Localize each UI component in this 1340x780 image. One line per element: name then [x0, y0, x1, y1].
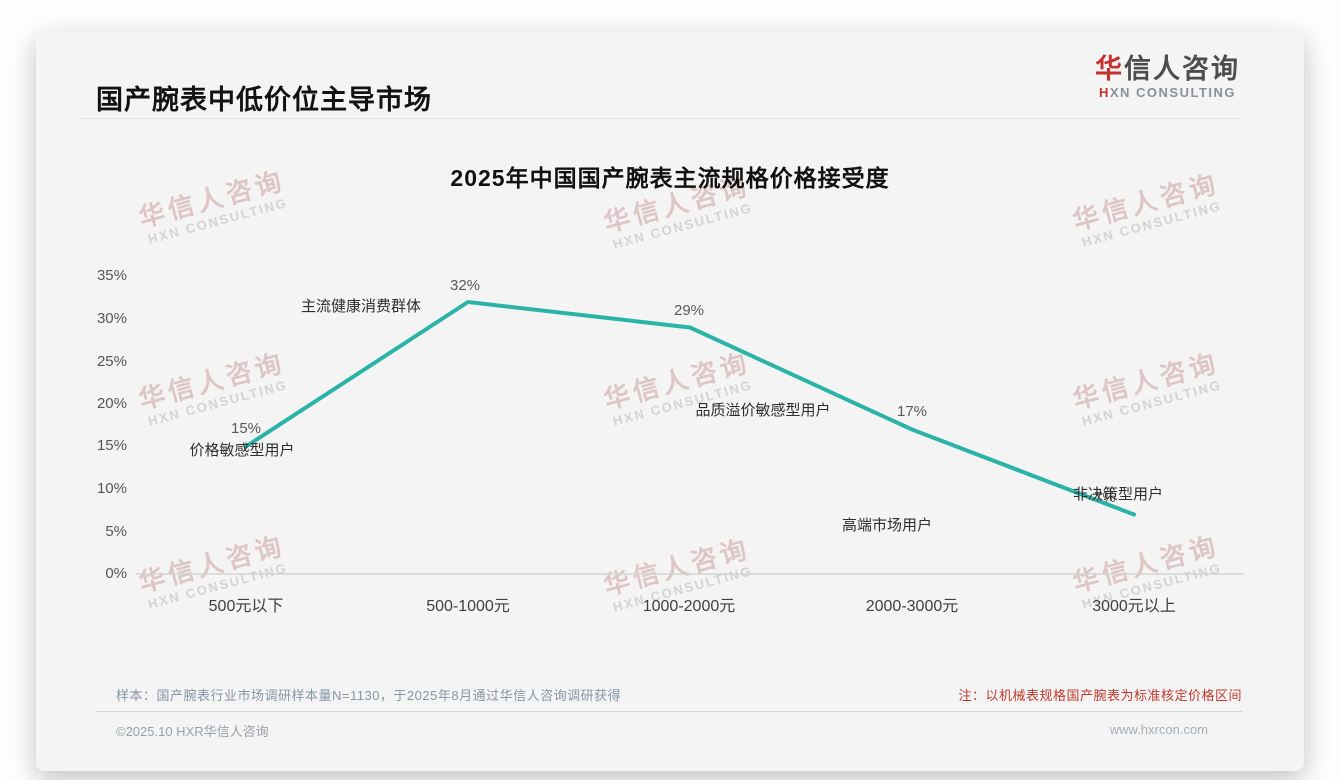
chart-title: 2025年中国国产腕表主流规格价格接受度: [450, 165, 890, 191]
annotation-label: 价格敏感型用户: [189, 442, 295, 459]
y-axis-tick: 10%: [96, 480, 127, 497]
header-divider: [78, 118, 1242, 119]
x-axis-label: 1000-2000元: [642, 598, 736, 615]
data-point-label: 7%: [1094, 489, 1116, 506]
y-axis-tick: 20%: [96, 395, 127, 412]
brand-logo-cn-accent: 华: [1095, 54, 1124, 84]
brand-logo-en: HXN CONSULTING: [1095, 85, 1240, 101]
y-axis-tick: 0%: [105, 565, 127, 582]
watermark-en: HXN CONSULTING: [1080, 197, 1224, 250]
y-axis-tick: 30%: [96, 310, 127, 327]
data-point-label: 29%: [673, 302, 705, 319]
brand-logo-cn-rest: 信人咨询: [1124, 54, 1240, 84]
data-point-label: 32%: [449, 277, 481, 294]
brand-logo-en-rest: XN CONSULTING: [1109, 85, 1237, 101]
annotation-label: 主流健康消费群体: [300, 298, 422, 315]
data-point-label: 17%: [896, 403, 928, 420]
footer-divider: [96, 711, 1242, 712]
y-axis-tick: 25%: [96, 353, 127, 370]
footer-price-note: 注：以机械表规格国产腕表为标准核定价格区间: [958, 688, 1242, 703]
chart-area: 35% 30% 25% 20% 15% 10% 5% 0% 500元以下 500…: [91, 259, 1251, 619]
footer-sample-note: 样本：国产腕表行业市场调研样本量N=1130，于2025年8月通过华信人咨询调研…: [116, 688, 622, 703]
annotation-label: 品质溢价敏感型用户: [695, 402, 831, 419]
slide-card: 华信人咨询 HXN CONSULTING 华信人咨询 HXN CONSULTIN…: [36, 32, 1304, 771]
website-text: www.hxrcon.com: [1109, 722, 1208, 737]
annotation-label: 非决策型用户: [1072, 486, 1164, 503]
y-axis-tick: 5%: [105, 523, 127, 540]
page-title: 国产腕表中低价位主导市场: [96, 85, 432, 115]
copyright-text: ©2025.10 HXR华信人咨询: [116, 724, 269, 739]
watermark-en: HXN CONSULTING: [611, 199, 755, 252]
x-axis-label: 3000元以上: [1092, 598, 1176, 615]
watermark-en: HXN CONSULTING: [146, 194, 290, 247]
x-axis-label: 500-1000元: [426, 598, 510, 615]
x-axis-label: 500元以下: [208, 598, 284, 615]
price-acceptance-line: [244, 300, 1136, 517]
data-point-label: 15%: [230, 420, 262, 437]
brand-logo-en-accent: H: [1098, 85, 1110, 101]
y-axis-tick: 35%: [96, 267, 127, 284]
y-axis-tick: 15%: [96, 437, 127, 454]
brand-logo-cn: 华信人咨询: [1095, 54, 1240, 85]
x-axis-label: 2000-3000元: [865, 598, 959, 615]
brand-logo: 华信人咨询 HXN CONSULTING: [1095, 54, 1240, 101]
annotation-label: 高端市场用户: [841, 517, 933, 534]
chart-canvas: [136, 300, 1244, 575]
